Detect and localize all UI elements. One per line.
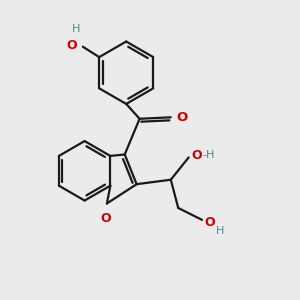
Text: O: O xyxy=(204,216,215,229)
Text: O: O xyxy=(176,111,188,124)
Text: O: O xyxy=(100,212,111,225)
Text: O: O xyxy=(191,149,202,162)
Text: H: H xyxy=(72,24,80,34)
Text: H: H xyxy=(215,226,224,236)
Text: -H: -H xyxy=(202,150,214,160)
Text: O: O xyxy=(66,39,77,52)
